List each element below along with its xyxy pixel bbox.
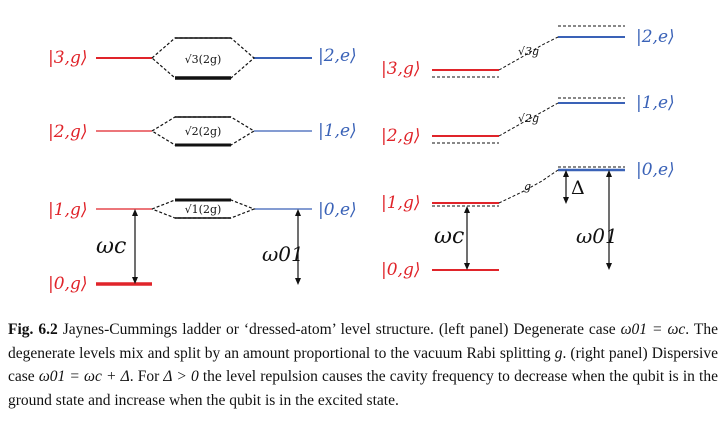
left-ket-2e: |2,e⟩	[318, 46, 357, 66]
caption-g: g	[554, 344, 563, 362]
split-hexagon-3	[151, 37, 255, 80]
left-ket-0g: |0,g⟩	[48, 274, 87, 294]
right-ket-1g: |1,g⟩	[381, 193, 420, 213]
caption-text-3: . (right panel) Dispersive case	[8, 344, 718, 386]
right-ket-0g: |0,g⟩	[381, 260, 420, 280]
right-omega-c-label: ωc	[434, 224, 464, 249]
left-omega-c-label: ωc	[96, 234, 126, 259]
split-label-3: √3(2g)	[185, 53, 222, 66]
split-hexagon-1	[151, 198, 256, 219]
caption-eq-1: ω01 = ωc	[620, 321, 686, 338]
caption-text-1: Jaynes-Cummings ladder or ‘dressed-atom’…	[57, 321, 621, 338]
caption-label: Fig. 6.2	[8, 321, 58, 338]
split-label-2: √2(2g)	[185, 125, 222, 138]
r-coupling-label-1: g	[524, 180, 531, 193]
left-ket-1g: |1,g⟩	[48, 200, 87, 220]
right-ket-1e: |1,e⟩	[636, 93, 675, 113]
left-ket-3g: |3,g⟩	[48, 48, 87, 68]
caption-eq-3: Δ > 0	[163, 368, 199, 385]
r-coupling-label-2: √2g	[518, 112, 539, 125]
left-ket-2g: |2,g⟩	[48, 122, 87, 142]
split-label-1: √1(2g)	[185, 203, 222, 216]
left-ket-0e: |0,e⟩	[318, 200, 357, 220]
left-ket-1e: |1,e⟩	[318, 121, 357, 141]
r-coupling-label-3: √3g	[518, 45, 539, 58]
right-omega-01-label: ω01	[576, 224, 618, 248]
r-coupling-line-1	[498, 169, 559, 204]
caption-text-2: . The degenerate levels mix and split by…	[8, 321, 718, 362]
left-omega-01-label: ω01	[262, 242, 304, 266]
right-ket-2g: |2,g⟩	[381, 126, 420, 146]
right-ket-3g: |3,g⟩	[381, 59, 420, 79]
figure-caption: Fig. 6.2 Jaynes-Cummings ladder or ‘dres…	[8, 318, 718, 412]
r-coupling-line-2	[498, 102, 559, 137]
caption-text-5: the level repulsion causes the cavity fr…	[8, 368, 718, 409]
left-panel: |3,g⟩ |2,g⟩ |1,g⟩ |0,g⟩ |2,e⟩ |1,e⟩ |0,e…	[48, 37, 357, 294]
right-panel: |3,g⟩ |2,g⟩ |1,g⟩ |0,g⟩ |2,e⟩ |1,e⟩ |0,e…	[381, 25, 675, 280]
right-ket-2e: |2,e⟩	[636, 27, 675, 47]
figure: |3,g⟩ |2,g⟩ |1,g⟩ |0,g⟩ |2,e⟩ |1,e⟩ |0,e…	[48, 25, 675, 294]
split-hexagon-2	[151, 116, 256, 147]
right-ket-0e: |0,e⟩	[636, 160, 675, 180]
caption-eq-2: ω01 = ωc + Δ	[38, 368, 130, 385]
delta-label: Δ	[571, 177, 585, 199]
caption-text-4: . For	[129, 368, 164, 385]
